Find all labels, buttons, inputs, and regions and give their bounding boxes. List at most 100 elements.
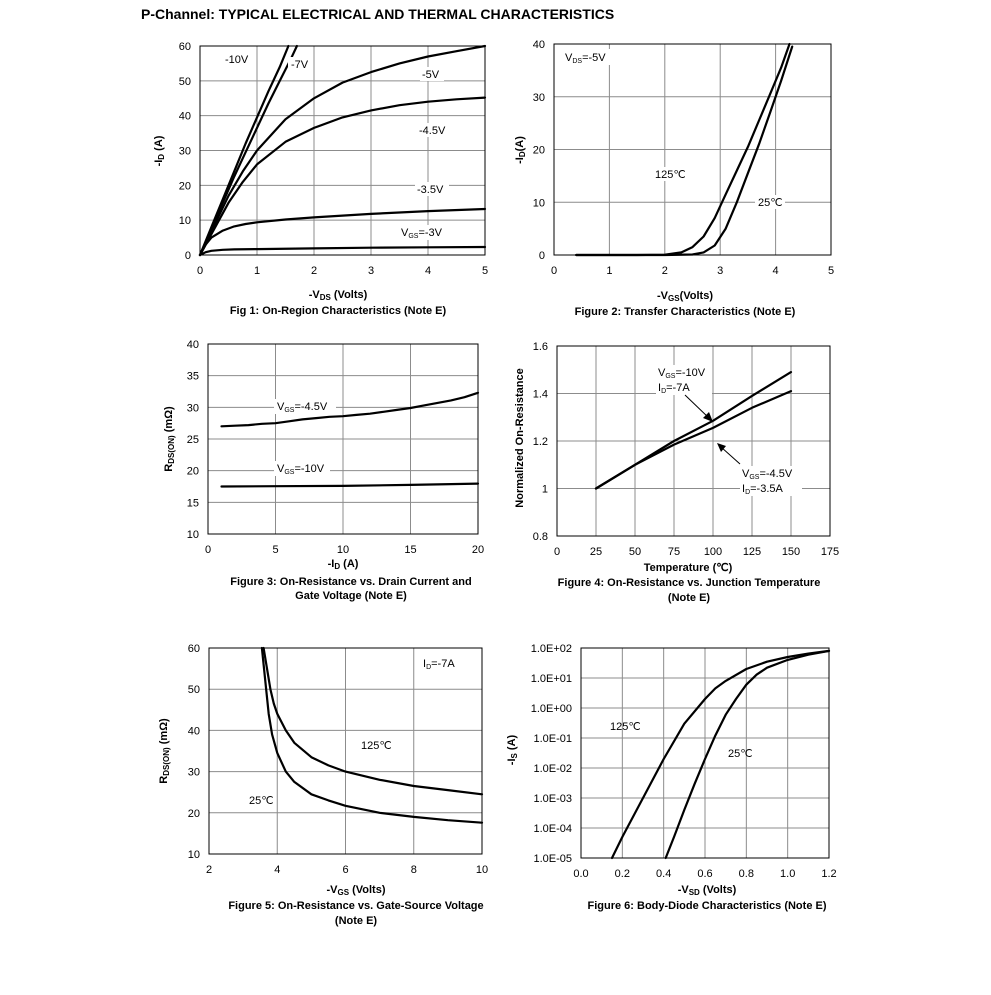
x-tick-label: 2 [206, 864, 212, 876]
chart-4-title-line2: (Note E) [668, 592, 711, 604]
x-tick-label: 0.0 [573, 868, 588, 880]
x-tick-label: 1 [254, 265, 260, 277]
x-tick-label: 0 [554, 546, 560, 558]
y-tick-label: 35 [187, 371, 199, 383]
chart-5-ann-id: ID=-7A [423, 658, 455, 671]
chart-6-ann-125: 125℃ [610, 721, 641, 733]
chart-5: 2 4 6 8 10 10 20 30 40 50 60 RDS(ON) (mΩ) -VGS (Vo… [158, 643, 488, 927]
chart-4-arrow-b [720, 446, 741, 465]
chart-4-ticks: 0 25 50 75 100 125 150 175 0.8 1 1.2 1.4 1.6 [533, 341, 839, 558]
y-tick-label: 0.8 [533, 531, 548, 543]
chart-2-ann-vds: VDS=-5V [565, 52, 606, 65]
chart-1-ann-7v: -7V [291, 59, 309, 71]
x-tick-label: 25 [590, 546, 602, 558]
chart-3-ann-10: VGS=-10V [277, 463, 325, 476]
chart-5-grid [209, 648, 482, 854]
chart-1-ylabel: -ID (A) [153, 135, 166, 166]
x-tick-label: 125 [743, 546, 761, 558]
y-tick-label: 10 [187, 529, 199, 541]
series-line-1 [610, 649, 831, 860]
chart-1-ann-5v: -5V [422, 69, 440, 81]
x-tick-label: 10 [476, 864, 488, 876]
chart-3: 0 5 10 15 20 10 15 20 25 30 35 40 RDS(ON) (mΩ) -ID … [163, 339, 484, 602]
series-line-4 [198, 96, 487, 257]
chart-4-frame [556, 345, 831, 537]
series-line-3 [198, 44, 487, 257]
y-tick-label: 1.0E-02 [533, 763, 572, 775]
y-tick-label: 1.6 [533, 341, 548, 353]
x-tick-label: 2 [311, 265, 317, 277]
chart-2-title: Figure 2: Transfer Characteristics (Note… [575, 306, 796, 318]
page-title: P-Channel: TYPICAL ELECTRICAL AND THERMA… [141, 6, 615, 22]
x-tick-label: 4 [425, 265, 431, 277]
x-tick-label: 0 [551, 265, 557, 277]
x-tick-label: 3 [717, 265, 723, 277]
x-tick-label: 10 [337, 544, 349, 556]
x-tick-label: 75 [668, 546, 680, 558]
chart-6: 0.0 0.2 0.4 0.6 0.8 1.0 1.2 1.0E-05 1.0E-04 1.0E-… [506, 643, 837, 912]
chart-3-lines [220, 391, 480, 488]
x-tick-label: 6 [342, 864, 348, 876]
y-tick-label: 20 [179, 180, 191, 192]
y-tick-label: 20 [188, 808, 200, 820]
chart-6-grid [581, 648, 829, 858]
chart-2: 0 1 2 3 4 5 0 10 20 30 40 -ID(A) -VGS(Volts) Figur… [514, 39, 834, 318]
x-tick-label: 2 [662, 265, 668, 277]
y-tick-label: 10 [188, 849, 200, 861]
chart-4-lines [594, 371, 793, 490]
x-tick-label: 3 [368, 265, 374, 277]
y-tick-label: 20 [533, 145, 545, 157]
y-tick-label: 1.2 [533, 436, 548, 448]
y-tick-label: 0 [539, 250, 545, 262]
series-line-2 [594, 390, 793, 490]
chart-6-ann-25: 25℃ [728, 748, 753, 760]
chart-4-ann-a2: ID=-7A [658, 382, 690, 395]
chart-6-xlabel: -VSD (Volts) [678, 884, 737, 897]
chart-4-arrowhead-b [717, 443, 726, 452]
series-line-2 [260, 646, 484, 824]
chart-4-ann-b2: ID=-3.5A [742, 483, 784, 496]
chart-6-frame [580, 647, 830, 859]
chart-1-lines [198, 44, 487, 257]
chart-2-frame [553, 43, 832, 256]
series-line-1 [220, 391, 480, 428]
x-tick-label: 50 [629, 546, 641, 558]
x-tick-label: 0.2 [615, 868, 630, 880]
y-tick-label: 1.0E+02 [531, 643, 572, 655]
chart-3-ylabel: RDS(ON) (mΩ) [163, 406, 176, 472]
chart-5-ann-25: 25℃ [249, 795, 274, 807]
y-tick-label: 40 [187, 339, 199, 351]
y-tick-label: 60 [179, 41, 191, 53]
y-tick-label: 30 [533, 92, 545, 104]
y-tick-label: 40 [533, 39, 545, 51]
chart-6-ticks: 0.0 0.2 0.4 0.6 0.8 1.0 1.2 1.0E-05 1.0E-04 1.0E-… [531, 643, 837, 880]
chart-3-title-line2: Gate Voltage (Note E) [295, 590, 407, 602]
y-tick-label: 40 [179, 111, 191, 123]
chart-2-ylabel: -ID(A) [514, 136, 527, 164]
series-line-2 [220, 482, 480, 488]
x-tick-label: 5 [828, 265, 834, 277]
y-tick-label: 30 [187, 402, 199, 414]
y-tick-label: 1.0E+00 [531, 703, 572, 715]
series-line-2 [664, 649, 831, 860]
x-tick-label: 5 [482, 265, 488, 277]
chart-5-ann-125: 125℃ [361, 740, 392, 752]
chart-1-title: Fig 1: On-Region Characteristics (Note E… [230, 305, 447, 317]
y-tick-label: 1.0E-04 [533, 823, 572, 835]
chart-1-ann-45v: -4.5V [419, 125, 446, 137]
chart-2-grid [554, 44, 831, 255]
y-tick-label: 1.0E+01 [531, 673, 572, 685]
x-tick-label: 0 [205, 544, 211, 556]
x-tick-label: 175 [821, 546, 839, 558]
chart-4-ylabel: Normalized On-Resistance [514, 368, 526, 507]
chart-1-xlabel: -VDS (Volts) [309, 289, 368, 302]
y-tick-label: 50 [188, 684, 200, 696]
x-tick-label: 0.6 [697, 868, 712, 880]
y-tick-label: 10 [533, 197, 545, 209]
x-tick-label: 20 [472, 544, 484, 556]
chart-3-frame [207, 343, 479, 535]
chart-5-xlabel: -VGS (Volts) [326, 884, 385, 897]
x-tick-label: 0.4 [656, 868, 671, 880]
